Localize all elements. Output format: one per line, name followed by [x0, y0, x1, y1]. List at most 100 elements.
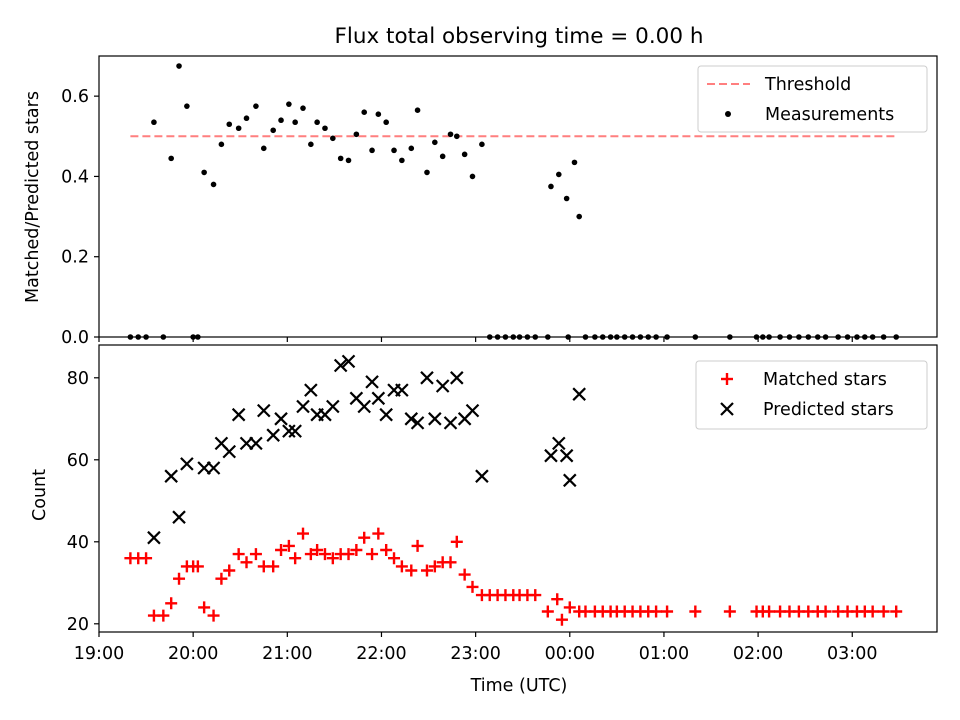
- top-y-tick-label: 0.2: [61, 248, 89, 268]
- matched-star-point: [395, 560, 408, 573]
- predicted-star-point: [404, 412, 419, 426]
- measurement-point: [345, 157, 352, 164]
- predicted-star-point: [172, 510, 186, 524]
- predicted-star-point: [572, 387, 586, 401]
- measurement-point: [432, 139, 438, 146]
- predicted-star-point: [435, 379, 450, 393]
- measurement-point: [184, 103, 190, 109]
- measurement-point: [479, 141, 485, 148]
- predicted-star-point: [544, 448, 558, 463]
- top-plot-marks: [127, 63, 899, 340]
- predicted-star-point: [231, 407, 246, 422]
- measurement-point: [629, 334, 636, 340]
- x-axis-label: Time (UTC): [470, 676, 568, 696]
- bottom-panel: 20 40 60 80 19:00 20:00 21:00 22:00 23:00 00:00 0…: [30, 344, 938, 696]
- measurement-point: [210, 181, 217, 188]
- predicted-star-point: [333, 358, 348, 373]
- measurement-point: [563, 195, 570, 202]
- measurement-point: [565, 334, 572, 340]
- bottom-x-tick-label: 22:00: [356, 644, 406, 664]
- matched-star-point: [282, 539, 295, 552]
- matched-star-point: [350, 544, 363, 556]
- top-legend: Threshold Measurements: [697, 65, 928, 133]
- measurement-point: [753, 334, 760, 340]
- measurement-point: [439, 153, 446, 160]
- matched-star-point: [551, 593, 564, 606]
- bottom-y-tick-label: 40: [67, 533, 89, 553]
- measurement-point: [322, 125, 328, 132]
- bottom-x-tick-label: 00:00: [545, 644, 595, 664]
- predicted-star-point: [288, 424, 302, 438]
- matched-star-point: [555, 613, 568, 626]
- measurement-point: [692, 334, 699, 340]
- measurement-point: [353, 131, 360, 138]
- measurement-point: [621, 334, 628, 340]
- measurement-point: [375, 111, 382, 118]
- measurement-point: [571, 159, 578, 166]
- bottom-plot-frame: [98, 344, 938, 633]
- matched-star-point: [405, 564, 418, 577]
- matched-star-point: [529, 589, 542, 602]
- matched-star-point: [304, 548, 317, 561]
- matched-star-point: [297, 527, 310, 540]
- matched-star-point: [326, 552, 339, 565]
- matched-star-point: [866, 605, 879, 618]
- predicted-star-point: [559, 448, 574, 463]
- predicted-star-point: [420, 371, 434, 385]
- predicted-star-point: [410, 416, 425, 430]
- measurement-point: [383, 119, 389, 126]
- predicted-star-point: [274, 412, 288, 426]
- matched-star-point: [428, 560, 441, 573]
- measurement-point: [510, 334, 517, 340]
- measurement-point: [502, 334, 509, 340]
- measurement-point: [869, 334, 876, 340]
- predicted-star-point: [365, 375, 379, 389]
- measurement-point: [190, 334, 196, 340]
- measurement-point: [777, 334, 783, 340]
- bottom-y-axis: 20 40 60 80: [67, 369, 99, 635]
- top-y-tick-label: 0.4: [61, 167, 89, 187]
- measurement-point: [201, 169, 207, 176]
- matched-star-point: [267, 560, 280, 573]
- measurement-point: [862, 334, 868, 340]
- measurement-point: [151, 119, 157, 126]
- measurement-point: [469, 173, 476, 180]
- measurement-point: [330, 135, 336, 142]
- predicted-star-point: [147, 530, 161, 545]
- measurement-point: [516, 334, 523, 340]
- predicted-star-point: [326, 399, 340, 414]
- predicted-star-point: [282, 424, 296, 438]
- measurement-point: [760, 334, 766, 340]
- matched-star-point: [890, 605, 903, 618]
- measurement-point: [727, 334, 733, 340]
- top-y-tick-label: 0.6: [61, 87, 89, 107]
- matched-star-point: [388, 552, 401, 565]
- measurement-point: [361, 109, 368, 115]
- matched-star-point: [723, 605, 736, 618]
- bottom-x-tick-label: 02:00: [733, 644, 783, 664]
- measurement-point: [844, 334, 851, 340]
- measurement-point: [243, 115, 250, 122]
- matched-star-point: [763, 605, 776, 618]
- matched-star-point: [411, 539, 424, 552]
- matched-star-point: [563, 601, 576, 614]
- measurement-point: [337, 155, 344, 162]
- top-y-axis: 0.0 0.2 0.4 0.6: [61, 87, 99, 348]
- matched-star-point: [458, 568, 471, 581]
- measurement-point: [369, 147, 375, 154]
- measurement-point: [582, 334, 589, 340]
- measurement-point: [300, 105, 306, 111]
- measurement-point: [822, 334, 829, 340]
- chart-title: Flux total observing time = 0.00 h: [335, 24, 704, 49]
- measurement-point: [391, 147, 397, 154]
- measurement-point: [880, 334, 887, 340]
- measurement-point: [135, 334, 142, 340]
- measurement-point: [127, 334, 134, 340]
- legend-predicted-swatch: [720, 402, 734, 416]
- measurement-point: [408, 145, 415, 152]
- measurement-point: [195, 334, 201, 340]
- matched-star-point: [173, 572, 186, 585]
- measurement-point: [399, 157, 405, 164]
- matched-star-point: [444, 556, 457, 569]
- matched-star-point: [140, 552, 153, 565]
